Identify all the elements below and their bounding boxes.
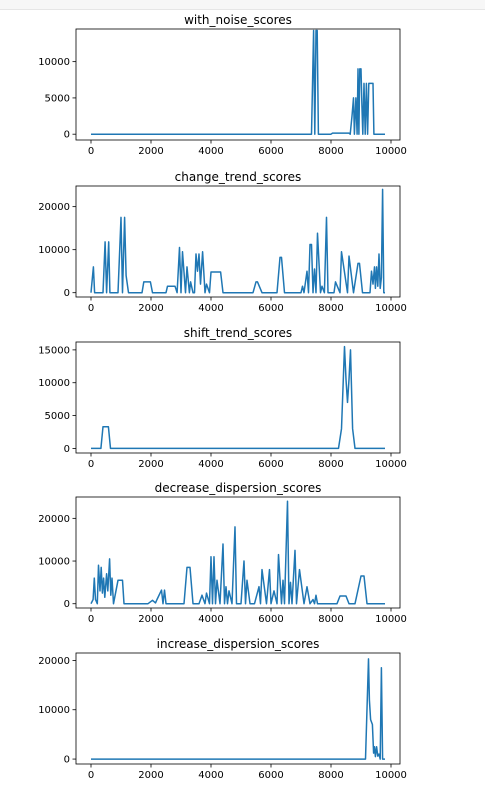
chart-title: increase_dispersion_scores — [157, 637, 320, 651]
y-tick-label: 20000 — [38, 656, 70, 667]
x-tick-label: 0 — [88, 459, 94, 470]
x-tick-label: 2000 — [138, 303, 163, 314]
chart-panel-4: decrease_dispersion_scores 0 2000 4000 6000 8… — [38, 481, 407, 625]
x-tick-label: 6000 — [258, 303, 283, 314]
x-tick-label: 6000 — [258, 770, 283, 781]
chart-panel-1: with_noise_scores 0 2000 4000 6000 8000 10000 0… — [38, 13, 407, 157]
x-tick-label: 2000 — [138, 146, 163, 157]
x-tick-label: 10000 — [375, 303, 407, 314]
x-tick-label: 10000 — [375, 614, 407, 625]
x-tick-label: 2000 — [138, 770, 163, 781]
x-tick-label: 2000 — [138, 614, 163, 625]
y-tick-label: 10000 — [38, 378, 70, 389]
x-tick-label: 6000 — [258, 146, 283, 157]
y-tick-label: 5000 — [45, 411, 70, 422]
x-tick-label: 0 — [88, 303, 94, 314]
x-tick-label: 4000 — [198, 146, 223, 157]
series-line — [91, 345, 385, 450]
x-tick-label: 4000 — [198, 614, 223, 625]
y-tick-label: 10000 — [38, 705, 70, 716]
x-tick-label: 4000 — [198, 770, 223, 781]
x-tick-label: 4000 — [198, 303, 223, 314]
x-tick-label: 8000 — [318, 146, 343, 157]
x-tick-label: 0 — [88, 770, 94, 781]
plot-frame — [75, 652, 401, 765]
x-tick-label: 0 — [88, 614, 94, 625]
y-tick-label: 0 — [64, 288, 70, 299]
chart-title: decrease_dispersion_scores — [155, 481, 322, 495]
plot-frame — [75, 28, 401, 141]
right-scroll-gutter — [477, 10, 485, 785]
y-tick-label: 0 — [64, 755, 70, 766]
x-tick-label: 6000 — [258, 614, 283, 625]
y-tick-label: 0 — [64, 444, 70, 455]
y-tick-label: 10000 — [38, 557, 70, 568]
series-line — [91, 658, 385, 760]
chart-title: change_trend_scores — [175, 170, 302, 184]
y-tick-label: 20000 — [38, 514, 70, 525]
chart-panel-3: shift_trend_scores 0 2000 4000 6000 8000 10000… — [38, 326, 407, 470]
x-tick-label: 10000 — [375, 459, 407, 470]
x-tick-label: 8000 — [318, 459, 343, 470]
y-tick-label: 0 — [64, 130, 70, 141]
x-tick-label: 4000 — [198, 459, 223, 470]
plot-frame — [75, 496, 401, 609]
x-tick-label: 6000 — [258, 459, 283, 470]
y-tick-label: 10000 — [38, 245, 70, 256]
y-tick-label: 10000 — [38, 57, 70, 68]
y-tick-label: 20000 — [38, 202, 70, 213]
plot-frame — [75, 341, 401, 454]
x-tick-label: 2000 — [138, 459, 163, 470]
x-tick-label: 8000 — [318, 614, 343, 625]
y-tick-label: 0 — [64, 599, 70, 610]
chart-panel-2: change_trend_scores 0 2000 4000 6000 8000 1000… — [38, 170, 407, 314]
chart-title: with_noise_scores — [184, 13, 292, 27]
x-tick-label: 8000 — [318, 770, 343, 781]
x-tick-label: 10000 — [375, 146, 407, 157]
y-tick-label: 15000 — [38, 345, 70, 356]
series-line — [91, 29, 385, 135]
chart-title: shift_trend_scores — [184, 326, 292, 340]
plot-frame — [75, 185, 401, 298]
series-line — [90, 500, 385, 605]
chart-panel-5: increase_dispersion_scores 0 2000 4000 6000 8… — [38, 637, 407, 781]
x-tick-label: 0 — [88, 146, 94, 157]
x-tick-label: 8000 — [318, 303, 343, 314]
series-line — [90, 188, 385, 294]
top-toolbar-strip — [0, 0, 485, 10]
y-tick-label: 5000 — [45, 93, 70, 104]
x-tick-label: 10000 — [375, 770, 407, 781]
